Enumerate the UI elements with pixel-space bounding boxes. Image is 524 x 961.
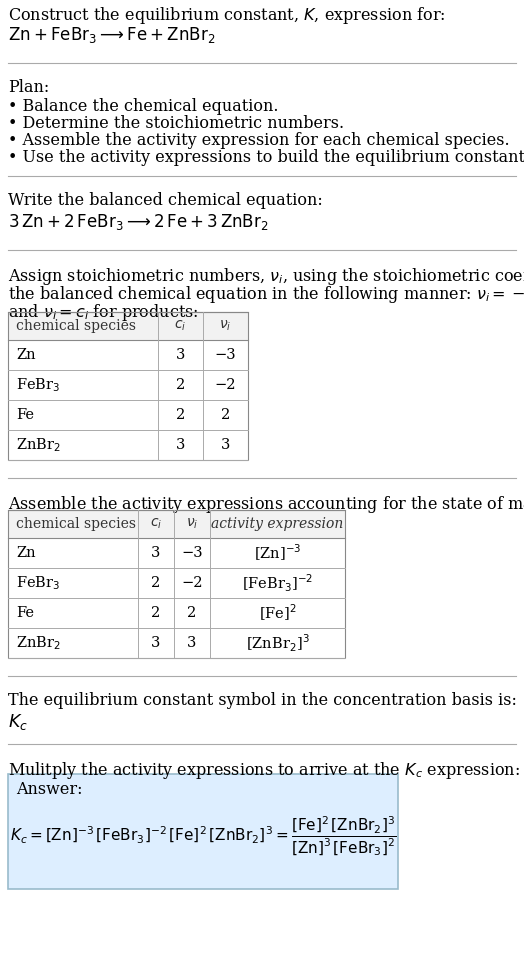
Text: Assemble the activity expressions accounting for the state of matter and $\nu_i$: Assemble the activity expressions accoun… (8, 494, 524, 515)
Text: FeBr$_3$: FeBr$_3$ (16, 376, 60, 394)
Text: Fe: Fe (16, 408, 34, 422)
Text: FeBr$_3$: FeBr$_3$ (16, 574, 60, 592)
Bar (8, 510, 345, 658)
Text: Zn: Zn (16, 546, 36, 560)
Text: 2: 2 (221, 408, 230, 422)
Text: The equilibrium constant symbol in the concentration basis is:: The equilibrium constant symbol in the c… (8, 692, 517, 709)
Text: 2: 2 (151, 606, 161, 620)
Text: −2: −2 (181, 576, 203, 590)
Text: • Balance the chemical equation.: • Balance the chemical equation. (8, 98, 278, 115)
Text: Fe: Fe (16, 606, 34, 620)
Text: Plan:: Plan: (8, 79, 49, 96)
Text: Write the balanced chemical equation:: Write the balanced chemical equation: (8, 192, 323, 209)
Text: [Fe]$^{2}$: [Fe]$^{2}$ (259, 603, 297, 624)
Text: [Zn]$^{-3}$: [Zn]$^{-3}$ (254, 543, 301, 563)
Text: chemical species: chemical species (16, 319, 136, 333)
Text: chemical species: chemical species (16, 517, 136, 531)
Text: 3: 3 (151, 546, 161, 560)
Text: ZnBr$_2$: ZnBr$_2$ (16, 634, 61, 652)
Text: $\nu_i$: $\nu_i$ (220, 319, 232, 333)
Text: $K_c = [\mathrm{Zn}]^{-3}\,[\mathrm{FeBr_3}]^{-2}\,[\mathrm{Fe}]^{2}\,[\mathrm{Z: $K_c = [\mathrm{Zn}]^{-3}\,[\mathrm{FeBr… (10, 814, 396, 858)
Text: −3: −3 (181, 546, 203, 560)
Text: 3: 3 (187, 636, 196, 650)
Text: 3: 3 (176, 438, 185, 452)
Text: activity expression: activity expression (211, 517, 344, 531)
Text: 2: 2 (176, 378, 185, 392)
Bar (8, 510, 345, 538)
Text: 3: 3 (221, 438, 230, 452)
Bar (8, 312, 248, 460)
Text: • Assemble the activity expression for each chemical species.: • Assemble the activity expression for e… (8, 132, 510, 149)
Bar (8, 510, 345, 658)
Text: Mulitply the activity expressions to arrive at the $K_c$ expression:: Mulitply the activity expressions to arr… (8, 760, 520, 781)
Text: −3: −3 (215, 348, 236, 362)
Text: $3\,\mathrm{Zn} + 2\,\mathrm{FeBr_3} \longrightarrow 2\,\mathrm{Fe} + 3\,\mathrm: $3\,\mathrm{Zn} + 2\,\mathrm{FeBr_3} \lo… (8, 212, 269, 232)
Text: $\nu_i$: $\nu_i$ (186, 517, 198, 531)
Text: 2: 2 (151, 576, 161, 590)
Text: 2: 2 (188, 606, 196, 620)
Text: $K_c$: $K_c$ (8, 712, 28, 732)
Text: Assign stoichiometric numbers, $\nu_i$, using the stoichiometric coefficients, $: Assign stoichiometric numbers, $\nu_i$, … (8, 266, 524, 287)
Text: 2: 2 (176, 408, 185, 422)
Text: [ZnBr$_2$]$^{3}$: [ZnBr$_2$]$^{3}$ (246, 632, 309, 653)
Text: ZnBr$_2$: ZnBr$_2$ (16, 436, 61, 454)
Text: Answer:: Answer: (16, 781, 82, 798)
Text: Zn: Zn (16, 348, 36, 362)
Bar (8, 774, 398, 889)
Text: • Determine the stoichiometric numbers.: • Determine the stoichiometric numbers. (8, 115, 344, 132)
Bar (8, 312, 248, 340)
Text: $c_i$: $c_i$ (150, 517, 162, 531)
Text: 3: 3 (176, 348, 185, 362)
Text: Construct the equilibrium constant, $K$, expression for:: Construct the equilibrium constant, $K$,… (8, 5, 445, 26)
Text: 3: 3 (151, 636, 161, 650)
Text: and $\nu_i = c_i$ for products:: and $\nu_i = c_i$ for products: (8, 302, 199, 323)
Bar (8, 312, 248, 460)
Text: $\mathrm{Zn + FeBr_3 \longrightarrow Fe + ZnBr_2}$: $\mathrm{Zn + FeBr_3 \longrightarrow Fe … (8, 25, 215, 45)
Text: the balanced chemical equation in the following manner: $\nu_i = -c_i$ for react: the balanced chemical equation in the fo… (8, 284, 524, 305)
Text: • Use the activity expressions to build the equilibrium constant expression.: • Use the activity expressions to build … (8, 149, 524, 166)
Text: −2: −2 (215, 378, 236, 392)
Text: [FeBr$_3$]$^{-2}$: [FeBr$_3$]$^{-2}$ (242, 573, 313, 594)
Text: $c_i$: $c_i$ (174, 319, 187, 333)
